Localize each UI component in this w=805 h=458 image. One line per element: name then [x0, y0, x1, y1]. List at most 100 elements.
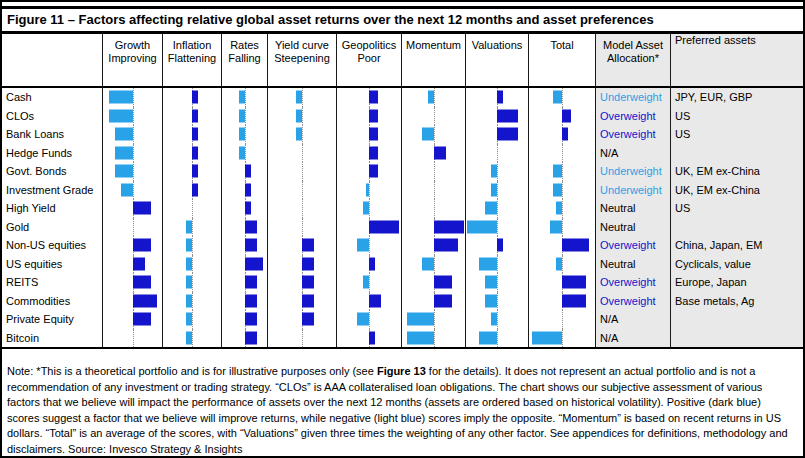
score-bar: [562, 276, 586, 289]
factor-score-cell: [222, 255, 268, 274]
score-bar: [302, 276, 314, 289]
zero-baseline: [434, 329, 435, 348]
factor-column-header: GrowthImproving: [103, 34, 163, 86]
score-bar: [357, 313, 369, 326]
score-bar: [192, 146, 198, 159]
factor-score-cell: [103, 199, 163, 218]
factor-score-cell: [268, 144, 337, 163]
factor-column-header: InflationFlattening: [163, 34, 222, 86]
factor-score-cell: [337, 88, 402, 107]
factor-score-cell: [529, 162, 596, 181]
zero-baseline: [497, 199, 498, 218]
figure-container: Figure 11 – Factors affecting relative g…: [0, 0, 805, 458]
factor-score-cell: [529, 329, 596, 348]
factor-score-cell: [103, 236, 163, 255]
zero-baseline: [497, 255, 498, 274]
factor-score-cell: [402, 199, 466, 218]
factor-score-cell: [222, 125, 268, 144]
preferred-assets-value: [671, 310, 803, 329]
factor-score-cell: [466, 162, 529, 181]
factor-score-cell: [103, 273, 163, 292]
factor-score-cell: [402, 162, 466, 181]
factor-score-cell: [163, 310, 222, 329]
allocation-value: Overweight: [596, 292, 671, 311]
zero-baseline: [369, 181, 370, 200]
score-bar: [562, 109, 571, 122]
score-bar: [133, 276, 151, 289]
score-bar: [422, 128, 434, 141]
preferred-assets-value: US: [671, 107, 803, 126]
factor-header-line1: Rates: [222, 39, 267, 52]
allocation-value: Neutral: [596, 218, 671, 237]
asset-label: High Yield: [2, 199, 103, 218]
score-bar: [491, 165, 497, 178]
zero-baseline: [245, 88, 246, 107]
zero-baseline: [434, 181, 435, 200]
factor-score-cell: [268, 329, 337, 348]
zero-baseline: [497, 329, 498, 348]
score-bar: [239, 109, 245, 122]
factor-score-cell: [268, 199, 337, 218]
asset-label: Private Equity: [2, 310, 103, 329]
preferred-assets-value: Base metals, Ag: [671, 292, 803, 311]
factor-score-cell: [163, 88, 222, 107]
factor-score-cell: [337, 236, 402, 255]
asset-label: Bank Loans: [2, 125, 103, 144]
zero-baseline: [133, 162, 134, 181]
score-bar: [133, 313, 151, 326]
score-bar: [363, 202, 369, 215]
factor-score-cell: [337, 273, 402, 292]
factor-score-cell: [163, 199, 222, 218]
score-bar: [562, 294, 586, 307]
asset-label: Investment Grade: [2, 181, 103, 200]
allocation-value: Overweight: [596, 236, 671, 255]
factor-header-line1: Valuations: [466, 39, 528, 52]
score-bar: [369, 91, 378, 104]
score-bar: [186, 239, 192, 252]
score-bar: [245, 257, 263, 270]
score-bar: [369, 331, 375, 344]
factor-score-cell: [466, 125, 529, 144]
factor-score-cell: [529, 236, 596, 255]
factor-score-cell: [337, 255, 402, 274]
zero-baseline: [497, 310, 498, 329]
factor-score-cell: [103, 162, 163, 181]
score-bar: [434, 276, 452, 289]
zero-baseline: [562, 88, 563, 107]
zero-baseline: [302, 162, 303, 181]
score-bar: [245, 239, 257, 252]
zero-baseline: [302, 329, 303, 348]
asset-label: Non-US equities: [2, 236, 103, 255]
preferred-assets-value: [671, 144, 803, 163]
factor-column-header: Yield curveSteepening: [268, 34, 337, 86]
asset-row: Hedge FundsN/A: [2, 144, 803, 163]
factor-score-cell: [337, 218, 402, 237]
preferred-assets-value: Cyclicals, value: [671, 255, 803, 274]
factor-score-cell: [529, 88, 596, 107]
score-bar: [245, 313, 257, 326]
score-bar: [245, 202, 251, 215]
factor-score-cell: [466, 310, 529, 329]
allocation-value: Neutral: [596, 199, 671, 218]
score-bar: [192, 91, 198, 104]
factor-score-cell: [337, 107, 402, 126]
factor-score-cell: [103, 88, 163, 107]
factor-score-cell: [529, 273, 596, 292]
score-bar: [369, 257, 375, 270]
score-bar: [296, 128, 302, 141]
score-bar: [422, 257, 434, 270]
preferred-assets-value: US: [671, 125, 803, 144]
score-bar: [553, 91, 562, 104]
zero-baseline: [497, 162, 498, 181]
score-bar: [186, 220, 192, 233]
score-bar: [407, 313, 434, 326]
factor-score-cell: [222, 329, 268, 348]
factor-score-cell: [529, 292, 596, 311]
score-bar: [369, 165, 378, 178]
factor-score-cell: [466, 88, 529, 107]
zero-baseline: [245, 107, 246, 126]
score-bar: [553, 165, 562, 178]
factor-score-cell: [268, 310, 337, 329]
score-bar: [434, 294, 452, 307]
factor-score-cell: [402, 236, 466, 255]
